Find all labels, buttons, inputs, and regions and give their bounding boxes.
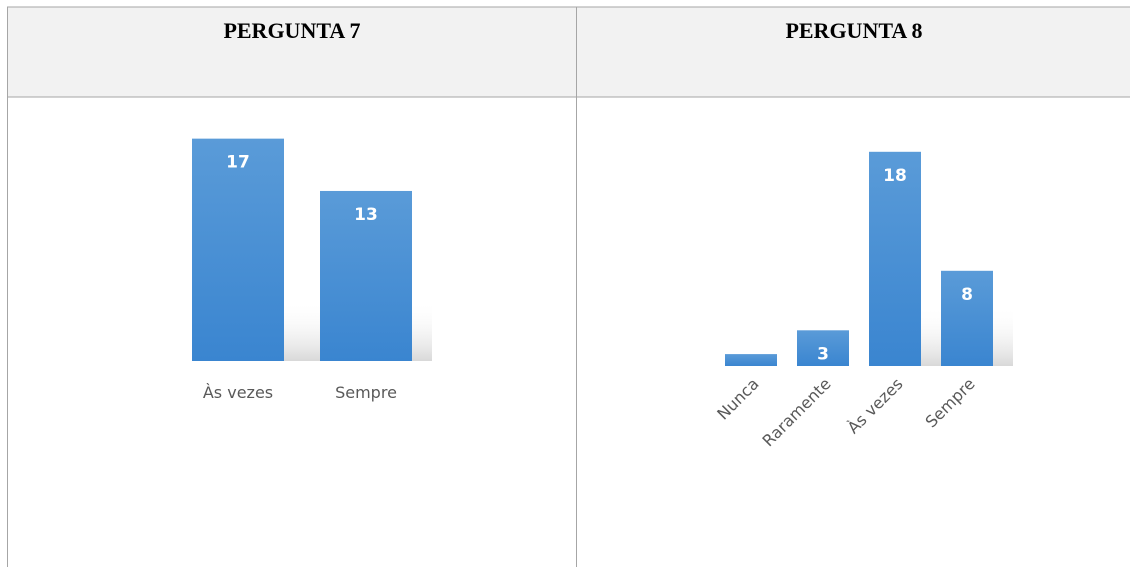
bar bbox=[320, 190, 412, 361]
chart-title: PERGUNTA 8 bbox=[785, 18, 922, 43]
x-tick-label: Sempre bbox=[335, 383, 397, 402]
value-label: 13 bbox=[354, 205, 378, 225]
bar bbox=[725, 354, 777, 366]
header-row bbox=[7, 7, 1130, 97]
x-tick-label: Sempre bbox=[922, 374, 979, 431]
value-label: 17 bbox=[226, 153, 250, 173]
x-tick-label: Às vezes bbox=[203, 383, 273, 402]
x-tick-label: Raramente bbox=[759, 374, 835, 450]
chart-title: PERGUNTA 7 bbox=[223, 18, 360, 43]
value-label: 8 bbox=[961, 285, 973, 305]
bar bbox=[797, 330, 849, 366]
bar bbox=[941, 270, 993, 366]
value-label: 18 bbox=[883, 166, 907, 186]
x-tick-label: Às vezes bbox=[844, 374, 907, 437]
bar bbox=[869, 151, 921, 366]
value-label: 3 bbox=[817, 344, 829, 364]
bar bbox=[192, 138, 284, 361]
x-tick-label: Nunca bbox=[713, 374, 762, 423]
